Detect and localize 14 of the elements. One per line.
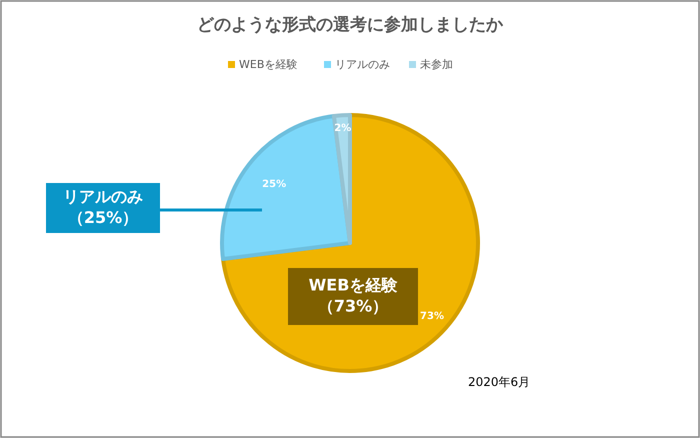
- text: WEBを経験: [308, 275, 398, 294]
- text: 2020年6月: [468, 375, 530, 389]
- pie-slice: [220, 114, 352, 262]
- text: （73%）: [318, 296, 388, 316]
- pie-slice: [332, 113, 352, 245]
- legend-label: リアルのみ: [335, 58, 390, 72]
- chart-title: どのような形式の選考に参加しましたか: [197, 15, 504, 35]
- text: リアルのみ: [63, 186, 143, 206]
- data-label: 25%: [262, 178, 286, 190]
- data-label: 2%: [334, 122, 352, 134]
- data-label: 73%: [420, 311, 444, 322]
- legend-label: 未参加: [420, 58, 453, 72]
- text: （25%）: [68, 208, 138, 227]
- legend-label: WEBを経験: [239, 58, 298, 72]
